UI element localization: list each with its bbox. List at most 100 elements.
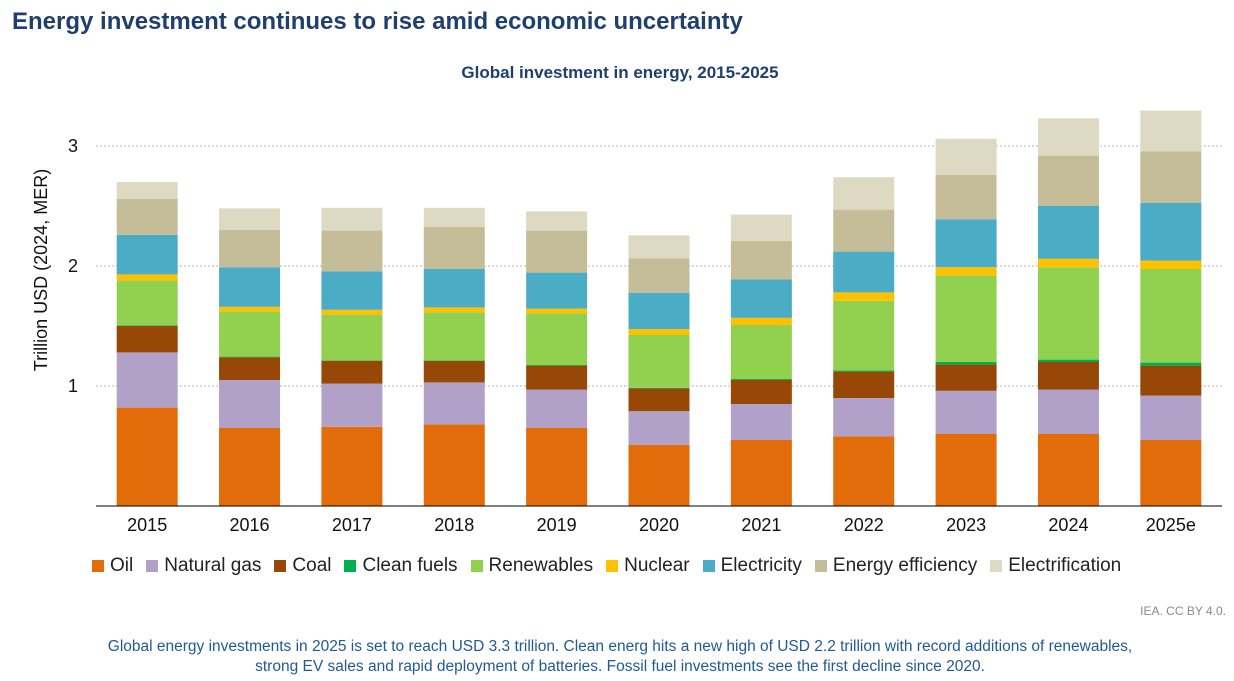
bar-segment-coal-2024 bbox=[1037, 362, 1099, 390]
legend-item-electrification: Electrification bbox=[990, 555, 1121, 577]
bar-segment-electricity-2024 bbox=[1037, 206, 1099, 259]
x-tick-label: 2022 bbox=[844, 515, 884, 535]
bar-segment-electricity-2018 bbox=[423, 269, 485, 308]
bar-segment-oil-2021 bbox=[730, 440, 792, 506]
bar-stack-2021 bbox=[730, 214, 792, 506]
bar-segment-clean-fuels-2016 bbox=[219, 356, 281, 358]
bar-segment-coal-2018 bbox=[423, 360, 485, 383]
bar-segment-oil-2024 bbox=[1037, 434, 1099, 506]
bar-segment-nuclear-2018 bbox=[423, 307, 485, 313]
bar-segment-renewables-2022 bbox=[833, 300, 895, 371]
y-tick-label: 1 bbox=[68, 376, 78, 396]
chart-title: Global investment in energy, 2015-2025 bbox=[461, 63, 779, 82]
legend-label: Clean fuels bbox=[362, 555, 458, 576]
x-tick-label: 2025e bbox=[1146, 515, 1196, 535]
bar-segment-electrification-2022 bbox=[833, 177, 895, 210]
legend-swatch bbox=[274, 560, 287, 572]
legend-item-electricity: Electricity bbox=[702, 555, 802, 577]
bar-segment-nuclear-2015 bbox=[116, 274, 178, 281]
legend-label: Renewables bbox=[488, 555, 594, 576]
x-tick-label: 2020 bbox=[639, 515, 679, 535]
bar-segment-energy-efficiency-2022 bbox=[833, 209, 895, 252]
bar-segment-natural-gas-2017 bbox=[321, 383, 383, 427]
x-tick-label: 2015 bbox=[127, 515, 167, 535]
bar-segment-electrification-2021 bbox=[730, 214, 792, 242]
legend-item-oil: Oil bbox=[92, 555, 133, 577]
bar-segment-coal-2022 bbox=[833, 371, 895, 398]
x-tick-label: 2019 bbox=[537, 515, 577, 535]
bar-segment-coal-2017 bbox=[321, 360, 383, 384]
bar-segment-energy-efficiency-2015 bbox=[116, 198, 178, 235]
legend-label: Natural gas bbox=[164, 555, 262, 576]
bar-segment-energy-efficiency-2019 bbox=[526, 230, 588, 273]
bar-segment-clean-fuels-2019 bbox=[526, 365, 588, 366]
bar-segment-natural-gas-2020 bbox=[628, 411, 690, 445]
bar-segment-renewables-2016 bbox=[219, 311, 281, 357]
legend-label: Nuclear bbox=[624, 555, 690, 576]
bar-segment-electrification-2017 bbox=[321, 207, 383, 231]
bar-stack-2018 bbox=[423, 207, 485, 506]
bar-segment-nuclear-2021 bbox=[730, 317, 792, 326]
legend-label: Oil bbox=[110, 555, 134, 576]
bar-segment-oil-2023 bbox=[935, 434, 997, 506]
caption-line-1: Global energy investments in 2025 is set… bbox=[107, 638, 1133, 655]
legend-label: Energy efficiency bbox=[832, 555, 978, 576]
bar-segment-energy-efficiency-2023 bbox=[935, 174, 997, 220]
x-tick-label: 2023 bbox=[946, 515, 986, 535]
caption: Global energy investments in 2025 is set… bbox=[0, 637, 1234, 677]
bar-segment-renewables-2015 bbox=[116, 280, 178, 326]
bar-segment-electrification-2016 bbox=[219, 208, 281, 230]
y-tick-label: 2 bbox=[68, 256, 78, 276]
bar-segment-coal-2016 bbox=[219, 357, 281, 380]
bar-segment-electrification-2025e bbox=[1140, 110, 1202, 152]
bar-segment-oil-2017 bbox=[321, 426, 383, 506]
legend-swatch bbox=[344, 560, 357, 572]
x-tick-label: 2018 bbox=[434, 515, 474, 535]
bar-segment-oil-2022 bbox=[833, 436, 895, 506]
bars bbox=[116, 110, 1202, 506]
bar-segment-natural-gas-2025e bbox=[1140, 395, 1202, 440]
bar-segment-electricity-2016 bbox=[219, 267, 281, 307]
y-tick-label: 3 bbox=[68, 136, 78, 156]
bar-segment-nuclear-2016 bbox=[219, 306, 281, 312]
bar-segment-clean-fuels-2024 bbox=[1037, 359, 1099, 362]
bar-segment-coal-2019 bbox=[526, 365, 588, 390]
bar-stack-2017 bbox=[321, 207, 383, 506]
bar-segment-clean-fuels-2015 bbox=[116, 325, 178, 326]
bar-segment-nuclear-2019 bbox=[526, 308, 588, 314]
bar-segment-natural-gas-2018 bbox=[423, 382, 485, 425]
bar-segment-natural-gas-2022 bbox=[833, 398, 895, 437]
source-note: IEA. CC BY 4.0. bbox=[1140, 604, 1226, 618]
bar-stack-2024 bbox=[1037, 118, 1099, 506]
bar-segment-clean-fuels-2020 bbox=[628, 387, 690, 389]
bar-segment-natural-gas-2015 bbox=[116, 352, 178, 408]
bar-stack-2016 bbox=[219, 208, 281, 506]
bar-segment-electricity-2020 bbox=[628, 293, 690, 329]
bar-segment-nuclear-2024 bbox=[1037, 258, 1099, 268]
bar-segment-oil-2015 bbox=[116, 407, 178, 506]
bar-segment-renewables-2023 bbox=[935, 275, 997, 362]
bar-segment-electricity-2025e bbox=[1140, 203, 1202, 261]
bar-segment-oil-2019 bbox=[526, 428, 588, 506]
legend-item-coal: Coal bbox=[274, 555, 331, 577]
legend-swatch bbox=[470, 560, 483, 572]
y-axis-label: Trillion USD (2024, MER) bbox=[31, 169, 51, 371]
bar-stack-2023 bbox=[935, 138, 997, 506]
bar-segment-energy-efficiency-2020 bbox=[628, 258, 690, 293]
bar-segment-electrification-2015 bbox=[116, 182, 178, 199]
bar-segment-energy-efficiency-2017 bbox=[321, 230, 383, 272]
bar-segment-nuclear-2025e bbox=[1140, 260, 1202, 269]
bar-segment-electrification-2018 bbox=[423, 207, 485, 227]
bar-segment-electricity-2017 bbox=[321, 271, 383, 310]
legend-swatch bbox=[146, 560, 159, 572]
bar-stack-2022 bbox=[833, 177, 895, 506]
bar-segment-energy-efficiency-2016 bbox=[219, 230, 281, 268]
bar-segment-electrification-2024 bbox=[1037, 118, 1099, 156]
bar-stack-2025e bbox=[1140, 110, 1202, 506]
legend-swatch bbox=[702, 560, 715, 572]
bar-segment-natural-gas-2024 bbox=[1037, 389, 1099, 434]
bar-segment-clean-fuels-2025e bbox=[1140, 362, 1202, 366]
page-headline: Energy investment continues to rise amid… bbox=[12, 8, 743, 35]
bar-segment-clean-fuels-2021 bbox=[730, 379, 792, 380]
